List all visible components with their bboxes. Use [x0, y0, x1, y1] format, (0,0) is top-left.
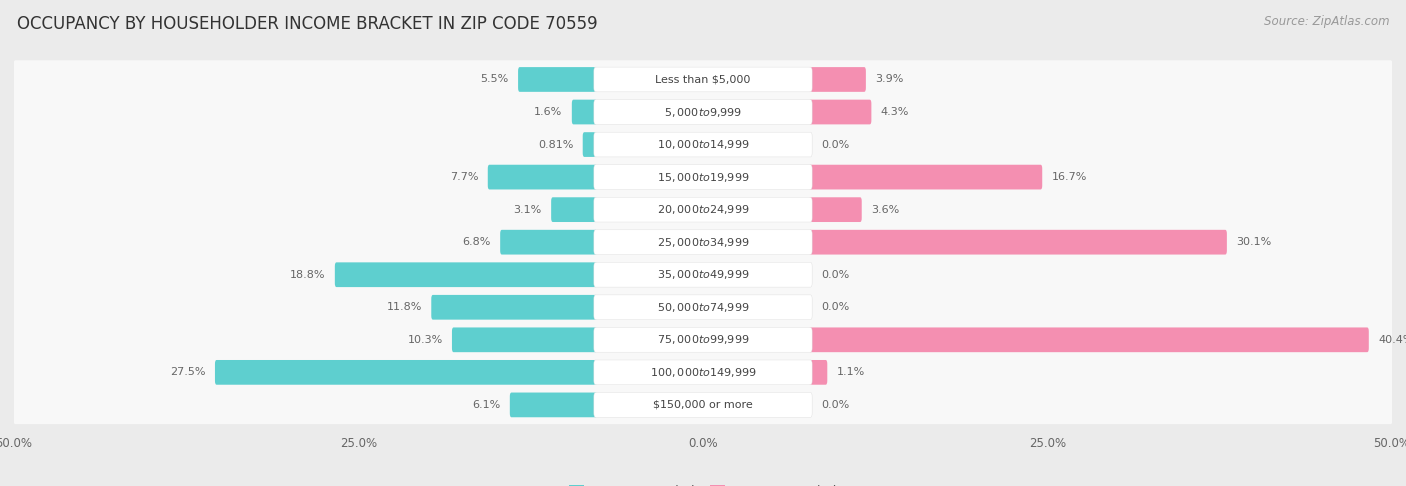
- FancyBboxPatch shape: [14, 321, 1392, 359]
- Text: 0.0%: 0.0%: [821, 302, 849, 312]
- FancyBboxPatch shape: [501, 230, 598, 255]
- Text: Source: ZipAtlas.com: Source: ZipAtlas.com: [1264, 15, 1389, 28]
- FancyBboxPatch shape: [14, 353, 1392, 392]
- Text: 7.7%: 7.7%: [450, 172, 478, 182]
- Text: 30.1%: 30.1%: [1236, 237, 1271, 247]
- Text: 18.8%: 18.8%: [290, 270, 325, 280]
- Text: 27.5%: 27.5%: [170, 367, 205, 377]
- FancyBboxPatch shape: [808, 328, 1369, 352]
- FancyBboxPatch shape: [593, 360, 813, 385]
- Text: 3.9%: 3.9%: [875, 74, 904, 85]
- FancyBboxPatch shape: [14, 223, 1392, 261]
- FancyBboxPatch shape: [335, 262, 598, 287]
- FancyBboxPatch shape: [14, 93, 1392, 131]
- Text: $20,000 to $24,999: $20,000 to $24,999: [657, 203, 749, 216]
- FancyBboxPatch shape: [808, 230, 1227, 255]
- Text: 10.3%: 10.3%: [408, 335, 443, 345]
- FancyBboxPatch shape: [14, 386, 1392, 424]
- FancyBboxPatch shape: [808, 165, 1042, 190]
- Text: 3.6%: 3.6%: [872, 205, 900, 215]
- FancyBboxPatch shape: [432, 295, 598, 320]
- FancyBboxPatch shape: [593, 197, 813, 222]
- Text: 40.4%: 40.4%: [1378, 335, 1406, 345]
- FancyBboxPatch shape: [593, 165, 813, 190]
- Text: 0.0%: 0.0%: [821, 270, 849, 280]
- Text: $25,000 to $34,999: $25,000 to $34,999: [657, 236, 749, 249]
- Text: 0.0%: 0.0%: [821, 400, 849, 410]
- FancyBboxPatch shape: [215, 360, 598, 385]
- FancyBboxPatch shape: [14, 288, 1392, 327]
- Text: 0.81%: 0.81%: [538, 139, 574, 150]
- FancyBboxPatch shape: [593, 393, 813, 417]
- Text: 6.1%: 6.1%: [472, 400, 501, 410]
- Text: 6.8%: 6.8%: [463, 237, 491, 247]
- Text: 1.1%: 1.1%: [837, 367, 865, 377]
- FancyBboxPatch shape: [593, 230, 813, 255]
- Text: 1.6%: 1.6%: [534, 107, 562, 117]
- FancyBboxPatch shape: [808, 67, 866, 92]
- Text: 11.8%: 11.8%: [387, 302, 422, 312]
- FancyBboxPatch shape: [451, 328, 598, 352]
- Text: $150,000 or more: $150,000 or more: [654, 400, 752, 410]
- FancyBboxPatch shape: [14, 125, 1392, 164]
- FancyBboxPatch shape: [593, 100, 813, 124]
- FancyBboxPatch shape: [14, 158, 1392, 196]
- Text: 5.5%: 5.5%: [481, 74, 509, 85]
- Text: $100,000 to $149,999: $100,000 to $149,999: [650, 366, 756, 379]
- FancyBboxPatch shape: [808, 197, 862, 222]
- Text: 3.1%: 3.1%: [513, 205, 541, 215]
- Text: 16.7%: 16.7%: [1052, 172, 1087, 182]
- Text: $75,000 to $99,999: $75,000 to $99,999: [657, 333, 749, 347]
- FancyBboxPatch shape: [517, 67, 598, 92]
- FancyBboxPatch shape: [593, 295, 813, 320]
- FancyBboxPatch shape: [593, 132, 813, 157]
- FancyBboxPatch shape: [14, 60, 1392, 99]
- Text: $5,000 to $9,999: $5,000 to $9,999: [664, 105, 742, 119]
- Text: OCCUPANCY BY HOUSEHOLDER INCOME BRACKET IN ZIP CODE 70559: OCCUPANCY BY HOUSEHOLDER INCOME BRACKET …: [17, 15, 598, 33]
- FancyBboxPatch shape: [593, 328, 813, 352]
- Text: $50,000 to $74,999: $50,000 to $74,999: [657, 301, 749, 314]
- FancyBboxPatch shape: [808, 100, 872, 124]
- FancyBboxPatch shape: [488, 165, 598, 190]
- FancyBboxPatch shape: [14, 256, 1392, 294]
- Text: $10,000 to $14,999: $10,000 to $14,999: [657, 138, 749, 151]
- FancyBboxPatch shape: [808, 360, 827, 385]
- Text: $15,000 to $19,999: $15,000 to $19,999: [657, 171, 749, 184]
- FancyBboxPatch shape: [593, 67, 813, 92]
- Text: Less than $5,000: Less than $5,000: [655, 74, 751, 85]
- FancyBboxPatch shape: [510, 393, 598, 417]
- Text: $35,000 to $49,999: $35,000 to $49,999: [657, 268, 749, 281]
- Legend: Owner-occupied, Renter-occupied: Owner-occupied, Renter-occupied: [564, 480, 842, 486]
- Text: 0.0%: 0.0%: [821, 139, 849, 150]
- Text: 4.3%: 4.3%: [880, 107, 910, 117]
- FancyBboxPatch shape: [14, 191, 1392, 229]
- FancyBboxPatch shape: [582, 132, 598, 157]
- FancyBboxPatch shape: [572, 100, 598, 124]
- FancyBboxPatch shape: [593, 262, 813, 287]
- FancyBboxPatch shape: [551, 197, 598, 222]
